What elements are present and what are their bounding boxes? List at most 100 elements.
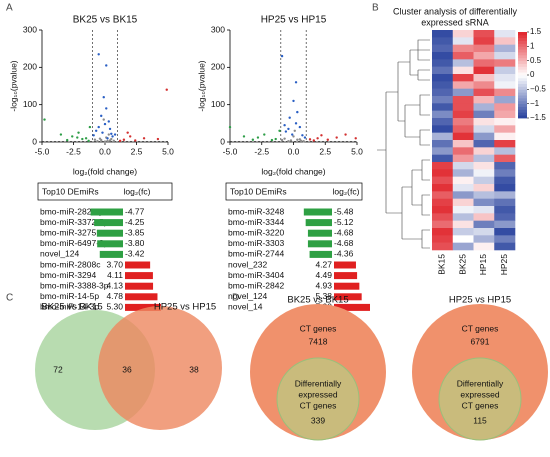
point — [316, 137, 319, 140]
heatmap-cell — [494, 213, 516, 221]
point — [113, 133, 117, 136]
column-header: log₂(fc) — [333, 186, 360, 196]
point — [105, 107, 108, 110]
heatmap-cell — [494, 66, 516, 75]
colorbar-step — [518, 95, 527, 99]
heatmap-cell — [473, 37, 495, 45]
column-header: Top10 DEmiRs — [230, 186, 287, 196]
heatmap-cell — [452, 169, 474, 177]
colorbar-label: −1 — [530, 99, 540, 108]
heatmap-cell — [494, 198, 516, 207]
heatmap-cell — [494, 30, 516, 38]
point — [126, 131, 129, 134]
value-label: 4.93 — [315, 280, 332, 290]
point — [294, 81, 298, 84]
point — [43, 118, 46, 121]
bar — [307, 240, 332, 248]
heatmap-cell — [473, 44, 495, 53]
heatmap-cell — [494, 52, 516, 60]
heatmap-cell — [432, 110, 454, 119]
heatmap-cell — [473, 66, 495, 75]
panel-label: A — [6, 3, 13, 14]
table-header — [37, 182, 173, 201]
point — [296, 138, 299, 141]
bar — [334, 272, 358, 280]
point — [84, 137, 88, 140]
row-label: bmo-miR-2808c — [40, 259, 101, 269]
inner-value: 339 — [311, 415, 325, 425]
heatmap-cell — [494, 242, 516, 251]
heatmap-cell — [432, 44, 454, 53]
heatmap-cell — [432, 154, 454, 163]
heatmap-cell — [473, 81, 495, 89]
heatmap-cell — [473, 110, 495, 119]
outer-value: 6791 — [471, 336, 490, 346]
heatmap-cell — [452, 66, 474, 75]
heatmap-cell — [452, 147, 474, 155]
row-label: bmo-miR-14-5p — [40, 291, 99, 301]
heatmap-cell — [432, 191, 454, 199]
colorbar-label: 1.5 — [530, 27, 542, 36]
heatmap-cell — [473, 235, 495, 243]
point — [96, 140, 99, 143]
heatmap-cell — [452, 118, 474, 126]
inner-circle — [276, 357, 360, 441]
heatmap-cell — [432, 37, 454, 45]
column-header: log₂(fc) — [124, 186, 151, 196]
colorbar-step — [518, 112, 527, 116]
inner-label: CT genes — [462, 400, 499, 410]
point — [302, 140, 305, 143]
heatmap-cell — [452, 235, 474, 243]
row-label: bmo-miR-2744 — [228, 249, 284, 259]
point — [256, 136, 260, 139]
point — [274, 137, 277, 141]
point — [101, 131, 104, 134]
point — [108, 139, 112, 142]
heatmap-cell — [494, 74, 516, 82]
point — [284, 130, 288, 133]
set-name: HP25 vs HP15 — [154, 302, 216, 313]
bar — [334, 303, 370, 311]
heatmap-cell — [452, 59, 474, 67]
point — [110, 132, 113, 135]
heatmap-cell — [473, 74, 495, 82]
point — [288, 116, 291, 119]
heatmap-cell — [452, 228, 474, 236]
point — [71, 135, 74, 138]
bar — [303, 208, 332, 216]
inner-label: Differentially — [457, 378, 504, 388]
chart-title: Cluster analysis of differentially — [393, 6, 517, 16]
bar — [334, 261, 356, 269]
y-tick-label: 300 — [211, 24, 225, 34]
heatmap-cell — [494, 88, 516, 97]
heatmap-cell — [473, 242, 495, 251]
heatmap-cell — [452, 184, 474, 192]
point — [312, 139, 316, 142]
colorbar-step — [518, 72, 527, 76]
heatmap-cell — [494, 140, 516, 148]
heatmap-cell — [494, 44, 516, 53]
point — [97, 53, 100, 56]
heatmap-cell — [473, 184, 495, 192]
heatmap-cell — [494, 154, 516, 163]
point — [100, 114, 103, 118]
point — [165, 88, 168, 91]
x-tick-label: -5.0 — [223, 146, 238, 156]
bar — [125, 293, 158, 301]
heatmap-cell — [473, 176, 495, 185]
heatmap-cell — [494, 96, 516, 104]
value-label: -3.80 — [125, 238, 145, 248]
set-name: BK25 vs BK15 — [41, 302, 102, 313]
point — [81, 137, 84, 141]
heatmap-cell — [473, 191, 495, 199]
dendrogram — [377, 39, 430, 249]
heatmap-cell — [432, 30, 454, 38]
table-header — [225, 182, 363, 201]
colorbar-step — [518, 37, 527, 41]
row-label: bmo-miR-3248 — [228, 206, 284, 216]
heatmap-cell — [494, 169, 516, 177]
x-tick-label: 5.0 — [162, 146, 174, 156]
point — [102, 118, 105, 121]
heatmap-cell — [432, 242, 454, 251]
y-axis-label: -log₁₀(pvalue) — [8, 60, 18, 111]
